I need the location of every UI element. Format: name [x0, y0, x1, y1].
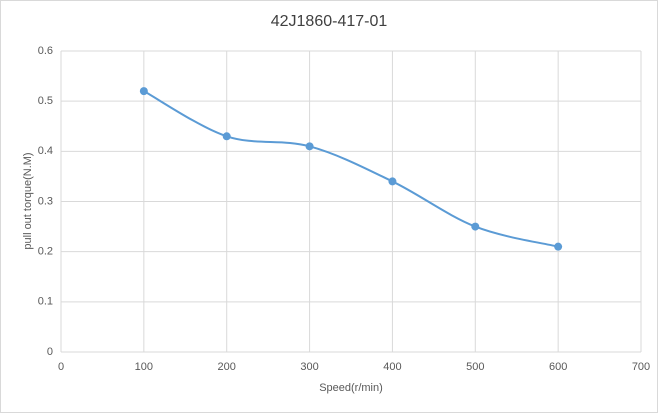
data-point [471, 222, 480, 231]
data-point [139, 87, 148, 96]
x-tick-label: 700 [632, 361, 650, 373]
x-tick-label: 100 [135, 361, 153, 373]
data-point [554, 242, 563, 251]
y-axis-label: pull out torque(N.M) [22, 152, 34, 249]
x-tick-label: 200 [218, 361, 236, 373]
series-line [143, 90, 559, 248]
x-tick-label: 0 [58, 361, 64, 373]
x-tick-label: 400 [383, 361, 401, 373]
chart-title: 42J1860-417-01 [271, 13, 388, 30]
y-tick-label: 0.6 [38, 45, 53, 57]
data-point [222, 132, 231, 141]
x-tick-label: 500 [466, 361, 484, 373]
x-tick-label: 600 [549, 361, 567, 373]
data-point [305, 142, 314, 151]
y-tick-label: 0.3 [38, 195, 53, 207]
y-tick-label: 0.1 [38, 296, 53, 308]
data-point [388, 177, 397, 186]
y-tick-label: 0.4 [38, 145, 53, 157]
x-axis-label: Speed(r/min) [319, 382, 383, 394]
y-tick-label: 0 [47, 346, 53, 358]
y-tick-label: 0.5 [38, 95, 53, 107]
x-tick-label: 300 [300, 361, 318, 373]
y-tick-label: 0.2 [38, 246, 53, 258]
